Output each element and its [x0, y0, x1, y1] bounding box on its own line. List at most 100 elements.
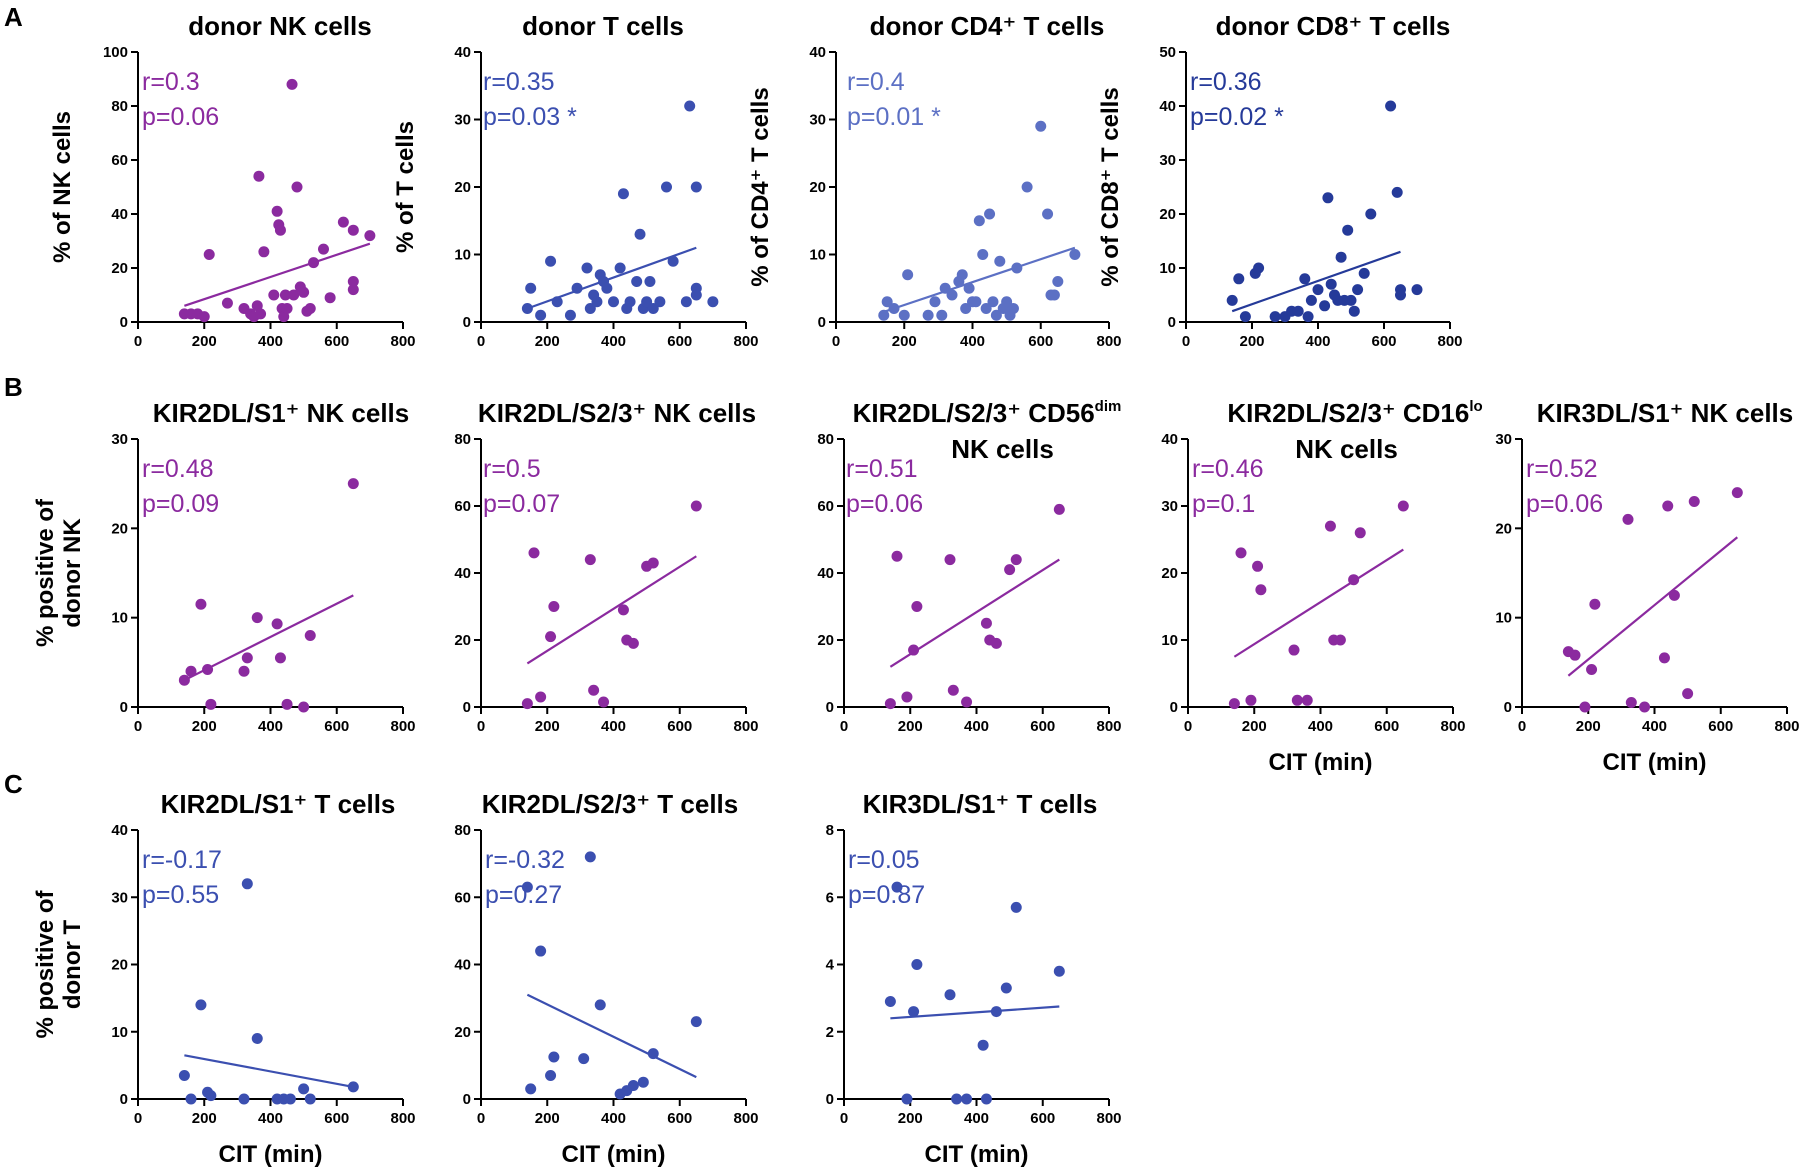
y-tick-label: 20	[111, 957, 128, 974]
data-point	[202, 663, 214, 675]
r-value-text: r=-0.32	[485, 846, 565, 874]
x-tick-label: 600	[324, 718, 349, 735]
data-point	[680, 296, 692, 308]
y-axis-label: % of NK cells	[49, 111, 76, 263]
data-point	[347, 224, 359, 236]
data-point	[944, 554, 956, 566]
data-point	[960, 303, 972, 314]
data-point	[578, 1053, 590, 1065]
data-point	[198, 311, 210, 323]
data-point	[281, 698, 293, 710]
data-point	[901, 1093, 913, 1105]
data-point	[564, 309, 576, 321]
x-tick-label: 400	[258, 718, 283, 735]
chart-title-line2: NK cells	[951, 434, 1054, 464]
data-point	[707, 296, 719, 308]
data-point	[1048, 289, 1060, 301]
data-point	[654, 296, 666, 308]
y-tick-label: 0	[120, 1091, 128, 1108]
data-point	[1622, 513, 1634, 525]
data-point	[690, 289, 702, 301]
y-tick-label: 0	[120, 314, 128, 331]
data-point	[238, 1093, 250, 1105]
data-point	[939, 282, 951, 294]
data-point	[977, 249, 989, 260]
data-point	[241, 652, 253, 664]
data-point	[631, 276, 643, 287]
data-point	[288, 289, 300, 301]
data-point	[1053, 965, 1065, 977]
data-point	[911, 959, 923, 970]
regression-line	[1231, 250, 1401, 313]
y-tick-label: 10	[1161, 632, 1178, 649]
data-point	[203, 249, 215, 260]
x-tick-label: 600	[324, 333, 349, 350]
x-tick-label: 800	[1096, 1110, 1121, 1127]
x-tick-label: 0	[840, 718, 848, 735]
data-point	[195, 598, 207, 610]
data-point	[1391, 186, 1403, 198]
data-point	[253, 170, 265, 182]
data-point	[268, 289, 280, 301]
x-tick-label: 800	[1096, 333, 1121, 350]
data-point	[1301, 694, 1313, 706]
data-point	[1335, 251, 1347, 263]
r-value-text: r=-0.17	[142, 846, 222, 874]
x-axis-label: CIT (min)	[219, 1141, 323, 1168]
x-axis-label: CIT (min)	[562, 1141, 666, 1168]
y-tick-label: 60	[454, 889, 471, 906]
chart-title: KIR2DL/S2/3⁺ T cells	[482, 789, 738, 819]
data-point	[902, 269, 914, 281]
y-tick-label: 10	[1495, 610, 1512, 627]
data-point	[956, 269, 968, 281]
data-point	[1354, 527, 1366, 539]
y-tick-label: 30	[1161, 498, 1178, 515]
y-tick-label: 2	[826, 1024, 834, 1041]
data-point	[205, 1090, 217, 1102]
data-point	[1004, 564, 1016, 576]
x-tick-label: 800	[390, 333, 415, 350]
data-point	[364, 230, 376, 242]
x-tick-label: 600	[1030, 1110, 1055, 1127]
data-point	[667, 255, 679, 267]
y-tick-label: 10	[454, 247, 471, 264]
chart-4: 0 10 20 30 40 50 0 200 400 600 800 donor CD8⁺ T cel…	[1097, 11, 1463, 350]
data-point	[1325, 278, 1337, 290]
data-point	[1352, 284, 1364, 296]
y-tick-label: 80	[111, 98, 128, 115]
data-point	[1052, 276, 1064, 287]
y-tick-label: 40	[111, 822, 128, 839]
data-point	[884, 698, 896, 710]
data-point	[1252, 560, 1264, 572]
chart-12: 0 2 4 6 8 0 200 400 600 800 KIR3DL/S1⁺ T cells CIT …	[826, 789, 1122, 1168]
y-tick-label: 0	[1504, 699, 1512, 716]
data-point	[298, 1083, 310, 1095]
x-tick-label: 800	[1774, 718, 1799, 735]
data-point	[525, 282, 537, 294]
y-tick-label: 20	[111, 260, 128, 277]
p-value-text: p=0.09	[142, 490, 219, 518]
data-point	[888, 303, 900, 314]
data-point	[1042, 208, 1054, 220]
data-point	[185, 665, 197, 677]
data-point	[551, 296, 563, 308]
y-tick-label: 10	[111, 610, 128, 627]
chart-1: 0 20 40 60 80 100 0 200 400 600 800 donor NK cells%…	[49, 11, 416, 350]
y-tick-label: 0	[818, 314, 826, 331]
y-tick-label: 20	[817, 632, 834, 649]
data-point	[525, 1083, 537, 1095]
data-point	[1411, 284, 1423, 296]
data-point	[901, 691, 913, 703]
chart-title: KIR3DL/S1⁺ NK cells	[1537, 398, 1793, 428]
x-tick-label: 800	[1096, 718, 1121, 735]
data-point	[548, 601, 560, 612]
x-axis-label: CIT (min)	[1603, 749, 1707, 776]
x-tick-label: 200	[1576, 718, 1601, 735]
regression-line	[526, 555, 697, 665]
data-point	[1228, 698, 1240, 710]
chart-title: donor CD8⁺ T cells	[1216, 11, 1451, 41]
data-point	[1586, 663, 1598, 675]
p-value-text: p=0.06	[1526, 490, 1603, 518]
